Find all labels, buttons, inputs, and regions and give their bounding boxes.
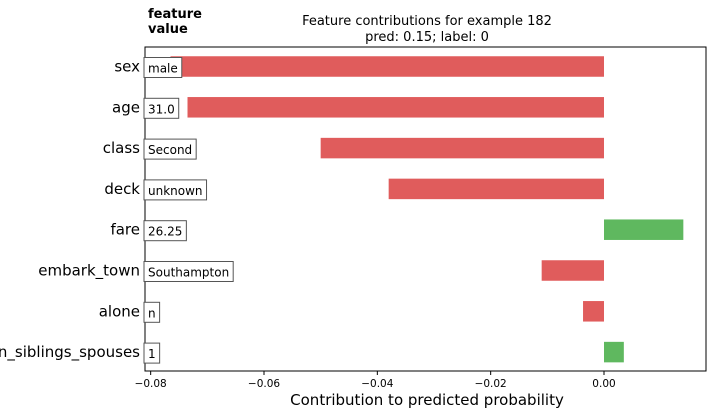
feature-value-box-alone: [143, 301, 161, 323]
chart-title: Feature contributions for example 182: [302, 14, 552, 29]
bar-class: [320, 137, 604, 159]
category-label-alone: alone: [99, 302, 140, 320]
feature-value-fare: 26.25: [148, 225, 182, 239]
category-label-n_siblings_spouses: n_siblings_spouses: [0, 343, 140, 362]
category-label-deck: deck: [104, 180, 140, 198]
category-label-sex: sex: [114, 58, 140, 76]
feature-value-class: Second: [148, 143, 192, 157]
feature-value-box-age: [143, 97, 180, 119]
category-label-embark_town: embark_town: [38, 262, 140, 281]
feature-value-n_siblings_spouses: 1: [148, 347, 156, 361]
feature-value-box-deck: [143, 179, 208, 201]
category-label-fare: fare: [110, 221, 140, 239]
category-label-class: class: [103, 139, 140, 157]
feature-value-deck: unknown: [148, 184, 203, 198]
x-tick-label: −0.06: [248, 378, 280, 390]
feature-value-sex: male: [148, 62, 178, 76]
feature-value-box-n_siblings_spouses: [143, 342, 161, 364]
plot-frame: [144, 46, 707, 372]
x-axis-label: Contribution to predicted probability: [290, 391, 564, 409]
header-label-feature: feature: [148, 7, 202, 22]
header-label-value: value: [148, 22, 188, 37]
bar-fare: [604, 219, 684, 240]
x-tick-label: −0.04: [361, 378, 393, 390]
feature-value-embark_town: Southampton: [148, 266, 229, 280]
category-label-age: age: [112, 98, 140, 116]
bar-alone: [583, 301, 604, 322]
feature-value-box-sex: [143, 57, 183, 78]
bar-n_siblings_spouses: [604, 341, 624, 363]
bar-embark_town: [541, 260, 604, 281]
bar-deck: [388, 178, 604, 200]
feature-value-box-fare: [143, 220, 187, 242]
chart-subtitle: pred: 0.15; label: 0: [365, 30, 489, 45]
feature-value-alone: n: [148, 306, 156, 320]
feature-value-age: 31.0: [148, 102, 175, 116]
x-tick-label: −0.02: [475, 378, 507, 390]
bar-age: [187, 97, 604, 118]
x-tick-label: 0.00: [592, 378, 615, 390]
feature-value-box-embark_town: [143, 261, 234, 282]
feature-value-box-class: [143, 138, 197, 160]
bar-sex: [170, 56, 604, 77]
x-tick-label: −0.08: [135, 378, 167, 390]
